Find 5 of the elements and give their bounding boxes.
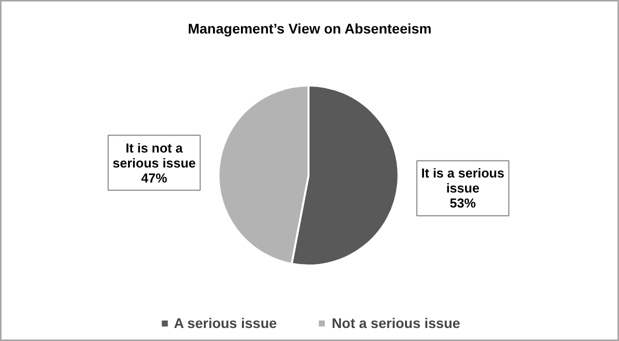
data-label: It is a serious issue 53% — [421, 166, 504, 211]
data-label: It is not a serious issue 47% — [112, 140, 196, 186]
chart-title: Management’s View on Absenteeism — [188, 20, 432, 36]
legend-label: Not a serious issue — [332, 315, 460, 331]
legend-label: A serious issue — [174, 315, 277, 331]
